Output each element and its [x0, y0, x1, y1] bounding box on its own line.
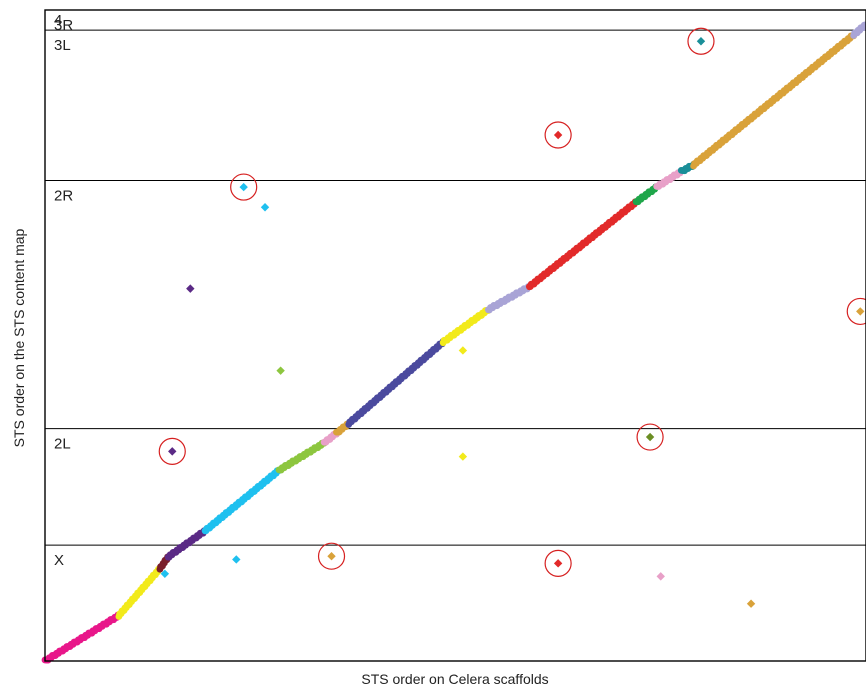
- band-label-4: 4: [54, 12, 62, 29]
- plot-frame: [44, 9, 866, 662]
- outlier-point: [553, 130, 563, 140]
- diagonal-point: [862, 21, 866, 29]
- outlier-highlight-circle: [158, 437, 186, 465]
- outlier-point: [656, 572, 665, 581]
- outlier-point: [186, 284, 195, 293]
- chromosome-bands: X 2L 2R 3L 3R4: [45, 9, 866, 569]
- band-label-3l: 3L: [54, 37, 71, 54]
- band-label-x: X: [54, 552, 64, 569]
- outlier-point: [168, 447, 177, 456]
- diagonal-points: [41, 21, 866, 664]
- band-label-3r: 3R: [54, 17, 73, 34]
- outlier-point: [645, 432, 655, 442]
- outlier-highlight-circle: [636, 423, 664, 451]
- outlier-point: [160, 569, 170, 578]
- outlier-highlight-circle: [687, 27, 715, 55]
- outlier-highlight-circle: [846, 297, 866, 326]
- band-label-2r: 2R: [54, 188, 73, 205]
- outlier-point: [458, 452, 468, 461]
- outlier-point: [327, 551, 336, 561]
- outlier-point: [239, 182, 248, 192]
- y-axis-label: STS order on the STS content map: [11, 228, 27, 447]
- outlier-point: [232, 555, 241, 564]
- outlier-highlight-circle: [317, 542, 346, 570]
- outlier-point: [856, 307, 865, 316]
- outlier-point: [276, 366, 285, 375]
- outlier-point: [696, 37, 706, 46]
- outlier-points: [158, 27, 866, 608]
- outlier-point: [746, 599, 756, 608]
- outlier-highlight-circle: [544, 549, 572, 577]
- outlier-highlight-circle: [544, 121, 572, 149]
- x-axis-label: STS order on Celera scaffolds: [361, 671, 548, 687]
- band-label-2l: 2L: [54, 436, 71, 453]
- outlier-highlight-circle: [230, 173, 258, 201]
- outlier-point: [553, 559, 563, 568]
- outlier-point: [458, 346, 468, 355]
- outlier-point: [260, 203, 270, 212]
